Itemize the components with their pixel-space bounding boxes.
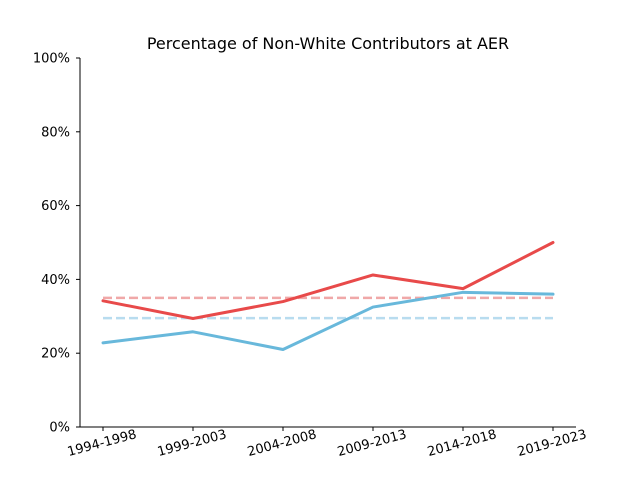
axes xyxy=(79,58,576,428)
y-tick-label: 80% xyxy=(41,125,70,140)
x-tick-label: 2014-2018 xyxy=(426,427,498,460)
y-tick-label: 20% xyxy=(41,347,70,362)
x-axis-ticks: 1994-1998 1999-2003 2004-2008 2009-2013 2014… xyxy=(66,427,588,460)
y-tick-label: 0% xyxy=(49,421,70,436)
y-tick-label: 40% xyxy=(41,273,70,288)
x-tick-label: 1999-2003 xyxy=(156,427,228,460)
y-axis-ticks: 0% 20% 40% 60% 80% 100% xyxy=(33,52,80,436)
series-lines xyxy=(101,241,555,352)
x-tick-label: 2004-2008 xyxy=(246,427,318,460)
series-line-0 xyxy=(101,241,555,321)
y-tick-label: 60% xyxy=(41,199,70,214)
x-tick-label: 2009-2013 xyxy=(336,427,408,460)
y-tick-label: 100% xyxy=(33,52,70,67)
x-tick-label: 1994-1998 xyxy=(66,427,138,460)
series-line-1 xyxy=(101,290,555,352)
reference-lines xyxy=(103,296,553,320)
x-tick-label: 2019-2023 xyxy=(516,427,588,460)
chart-title: Percentage of Non-White Contributors at … xyxy=(147,34,509,53)
